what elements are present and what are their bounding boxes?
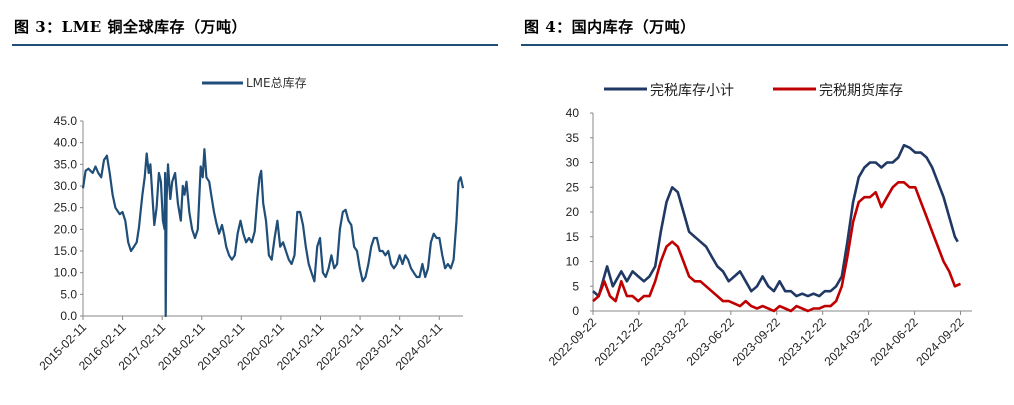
y-tick-label: 0 (572, 304, 579, 318)
x-tick-label: 2024-06-22 (867, 315, 921, 369)
y-tick-label: 15.0 (54, 244, 78, 258)
y-tick-label: 25.0 (54, 201, 78, 215)
x-tick-label: 2023-09-22 (730, 315, 784, 369)
title-divider-left (12, 44, 498, 46)
y-tick-label: 10.0 (54, 266, 78, 280)
series-line-futures-inventory (592, 181, 962, 313)
y-tick-label: 35.0 (54, 157, 78, 171)
y-tick-label: 20.0 (54, 222, 78, 236)
y-tick-label: 0.0 (60, 309, 77, 323)
x-tick-label: 2022-09-22 (546, 315, 600, 369)
y-tick-label: 10 (566, 255, 580, 269)
y-tick-label: 25 (566, 180, 580, 194)
legend-label-bonded-subtotal: 完税库存小计 (650, 83, 734, 99)
x-tick-label: 2023-03-22 (638, 315, 692, 369)
y-tick-label: 30 (566, 156, 580, 170)
figure-3-title: 图 3：LME 铜全球库存（万吨） (14, 18, 247, 36)
y-tick-label: 35 (566, 131, 580, 145)
x-tick-label: 2023-06-22 (684, 315, 738, 369)
series-line-lme-total (81, 148, 465, 318)
title-divider-right (521, 44, 1008, 46)
x-tick-label: 2024-03-22 (821, 315, 875, 369)
figure-4-title: 图 4：国内库存（万吨） (524, 18, 696, 36)
y-tick-label: 30.0 (54, 179, 78, 193)
x-tick-label: 2024-09-22 (913, 315, 967, 369)
y-tick-label: 5 (572, 279, 579, 293)
y-tick-label: 20 (566, 205, 580, 219)
y-tick-label: 40 (566, 106, 580, 120)
legend-label-lme-total: LME总库存 (246, 75, 307, 90)
y-tick-label: 15 (566, 230, 580, 244)
series-line-bonded-subtotal (592, 143, 959, 298)
legend-label-futures-inventory: 完税期货库存 (819, 82, 903, 99)
y-tick-label: 45.0 (54, 114, 78, 128)
x-tick-label: 2023-12-22 (776, 315, 830, 369)
y-tick-label: 5.0 (60, 287, 77, 301)
x-tick-label: 2022-12-22 (592, 315, 646, 369)
y-tick-label: 40.0 (54, 136, 78, 150)
